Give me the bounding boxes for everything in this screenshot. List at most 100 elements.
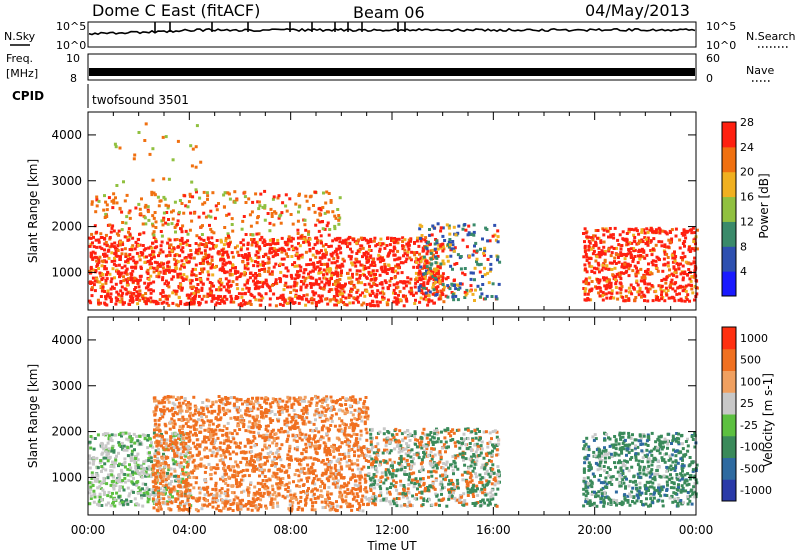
echo-pixel xyxy=(161,446,165,450)
echo-pixel xyxy=(619,251,623,255)
echo-pixel xyxy=(590,287,594,291)
echo-pixel xyxy=(104,281,108,285)
echo-pixel xyxy=(631,269,635,273)
echo-pixel xyxy=(259,410,263,414)
echo-pixel xyxy=(381,295,384,299)
echo-pixel xyxy=(187,460,191,464)
echo-pixel xyxy=(320,280,324,284)
echo-pixel xyxy=(671,287,675,291)
echo-pixel xyxy=(196,290,200,294)
echo-pixel xyxy=(168,409,171,413)
echo-pixel xyxy=(195,124,199,128)
echo-pixel xyxy=(333,282,337,286)
echo-pixel xyxy=(438,264,442,268)
echo-pixel xyxy=(587,235,590,239)
echo-pixel xyxy=(350,280,354,284)
echo-pixel xyxy=(161,250,165,254)
echo-pixel xyxy=(149,444,152,448)
echo-pixel xyxy=(171,412,175,416)
echo-pixel xyxy=(327,485,331,489)
echo-pixel xyxy=(186,419,190,423)
echo-pixel xyxy=(401,236,405,240)
echo-pixel xyxy=(188,491,192,495)
echo-pixel xyxy=(142,460,146,464)
echo-pixel xyxy=(362,252,366,255)
echo-pixel xyxy=(244,233,248,236)
echo-pixel xyxy=(349,294,353,298)
echo-pixel xyxy=(215,507,219,511)
echo-pixel xyxy=(150,190,154,194)
echo-pixel xyxy=(136,296,140,300)
echo-pixel xyxy=(456,231,460,235)
date-title: 04/May/2013 xyxy=(585,1,690,20)
echo-pixel xyxy=(434,286,438,290)
echo-pixel xyxy=(267,285,271,289)
echo-pixel xyxy=(434,270,438,273)
echo-pixel xyxy=(407,241,411,245)
echo-pixel xyxy=(214,432,218,436)
echo-pixel xyxy=(421,277,425,281)
echo-pixel xyxy=(99,284,103,288)
echo-pixel xyxy=(159,199,163,203)
echo-pixel xyxy=(366,414,370,418)
echo-pixel xyxy=(330,445,334,449)
echo-pixel xyxy=(344,499,348,503)
echo-pixel xyxy=(106,476,110,480)
echo-pixel xyxy=(448,232,452,236)
echo-pixel xyxy=(423,238,427,242)
echo-pixel xyxy=(235,502,239,506)
echo-pixel xyxy=(310,508,314,512)
echo-pixel xyxy=(207,438,211,442)
echo-pixel xyxy=(154,449,158,453)
echo-pixel xyxy=(193,431,197,435)
echo-pixel xyxy=(104,503,108,507)
echo-pixel xyxy=(600,250,604,254)
echo-pixel xyxy=(307,272,310,276)
echo-pixel xyxy=(149,300,153,304)
echo-pixel xyxy=(429,251,433,255)
echo-pixel xyxy=(339,298,343,302)
echo-pixel xyxy=(596,279,600,283)
echo-pixel xyxy=(359,244,363,248)
echo-pixel xyxy=(262,436,266,440)
echo-pixel xyxy=(88,457,92,461)
echo-pixel xyxy=(186,232,190,236)
echo-pixel xyxy=(340,484,343,488)
echo-pixel xyxy=(344,242,348,246)
echo-pixel xyxy=(299,490,303,494)
echo-pixel xyxy=(151,250,154,254)
echo-pixel xyxy=(450,291,454,294)
echo-pixel xyxy=(262,281,266,285)
echo-pixel xyxy=(152,266,156,270)
echo-pixel xyxy=(355,290,359,294)
echo-pixel xyxy=(371,258,375,262)
echo-pixel xyxy=(171,395,175,399)
echo-pixel xyxy=(401,240,405,243)
echo-pixel xyxy=(128,253,132,257)
echo-pixel xyxy=(396,285,400,289)
echo-pixel xyxy=(653,230,657,234)
noise-panel-frame xyxy=(87,21,697,48)
echo-pixel xyxy=(224,498,228,502)
echo-pixel xyxy=(207,255,210,258)
echo-pixel xyxy=(276,436,280,440)
echo-pixel xyxy=(162,211,166,215)
echo-pixel xyxy=(181,246,185,250)
echo-pixel xyxy=(114,282,118,286)
echo-pixel xyxy=(167,218,170,221)
echo-pixel xyxy=(186,450,190,454)
echo-pixel xyxy=(147,283,151,287)
echo-pixel xyxy=(252,465,256,469)
echo-pixel xyxy=(692,238,696,242)
echo-pixel xyxy=(233,246,237,250)
echo-pixel xyxy=(167,204,170,208)
echo-pixel xyxy=(123,235,127,239)
echo-pixel xyxy=(182,211,186,215)
echo-pixel xyxy=(585,280,588,284)
echo-pixel xyxy=(182,273,186,277)
echo-pixel xyxy=(262,416,266,420)
echo-pixel xyxy=(693,298,696,302)
echo-pixel xyxy=(392,288,396,292)
echo-pixel xyxy=(626,263,629,267)
echo-pixel xyxy=(593,271,597,275)
